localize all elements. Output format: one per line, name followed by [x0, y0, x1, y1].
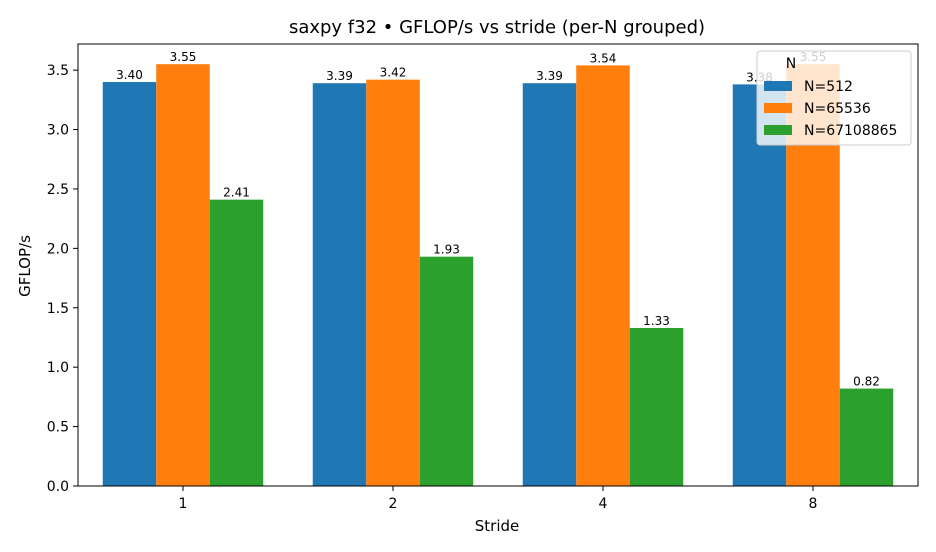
- x-tick-label: 8: [809, 496, 818, 512]
- bar-N=67108865-stride-8: [839, 388, 894, 486]
- legend-label: N=67108865: [804, 123, 897, 139]
- bar-value-label: 0.82: [853, 375, 880, 389]
- legend-title: N: [786, 56, 796, 72]
- x-axis-label: Stride: [475, 517, 520, 535]
- bar-N=512-stride-8: [732, 84, 787, 486]
- bar-N=512-stride-4: [522, 83, 577, 486]
- bar-value-label: 1.33: [643, 314, 670, 328]
- plot-frame: [77, 43, 919, 487]
- axes-layer: 1 2 4 8 0.0 0.5 1.0 1.5 2.0 2.5 3.0 3.5: [47, 43, 919, 512]
- y-tick-label: 3.5: [47, 63, 69, 79]
- bar-value-label: 3.39: [536, 69, 563, 83]
- y-axis-label: GFLOP/s: [16, 235, 34, 297]
- bar-N=65536-stride-2: [366, 79, 420, 486]
- bar-value-label: 3.40: [116, 68, 143, 82]
- y-tick-label: 2.0: [47, 241, 69, 257]
- x-tick-label: 2: [389, 496, 398, 512]
- legend-swatch: [764, 103, 792, 113]
- bar-N=67108865-stride-2: [419, 256, 474, 486]
- y-tick-label: 3.0: [47, 123, 69, 139]
- x-tick-label: 4: [599, 496, 608, 512]
- bar-N=67108865-stride-4: [629, 327, 684, 486]
- legend: N N=512 N=65536 N=67108865: [756, 50, 912, 146]
- y-tick-label: 2.5: [47, 182, 69, 198]
- legend-swatch: [764, 81, 792, 91]
- bar-value-label: 1.93: [433, 243, 460, 257]
- bar-N=67108865-stride-1: [209, 199, 264, 486]
- bars-layer: [102, 64, 894, 487]
- legend-label: N=512: [804, 79, 853, 95]
- legend-label: N=65536: [804, 101, 871, 117]
- bar-N=65536-stride-1: [156, 64, 210, 487]
- y-tick-label: 0.0: [47, 479, 69, 495]
- bar-N=512-stride-1: [102, 82, 157, 486]
- x-tick-label: 1: [179, 496, 188, 512]
- bar-N=512-stride-2: [312, 83, 367, 486]
- bar-value-label: 3.42: [380, 66, 407, 80]
- bar-value-label: 3.54: [590, 51, 617, 65]
- legend-swatch: [764, 125, 792, 135]
- legend-box: [756, 50, 912, 146]
- bar-value-label: 3.39: [326, 69, 353, 83]
- bar-value-label: 3.55: [170, 50, 197, 64]
- y-tick-label: 0.5: [47, 420, 69, 436]
- bar-N=65536-stride-4: [576, 65, 630, 487]
- y-tick-label: 1.0: [47, 360, 69, 376]
- bar-value-label: 2.41: [223, 186, 250, 200]
- chart-title: saxpy f32 • GFLOP/s vs stride (per-N gro…: [289, 17, 705, 38]
- y-tick-label: 1.5: [47, 301, 69, 317]
- bar-labels-layer: 3.403.552.413.393.421.933.393.541.333.38…: [116, 50, 880, 388]
